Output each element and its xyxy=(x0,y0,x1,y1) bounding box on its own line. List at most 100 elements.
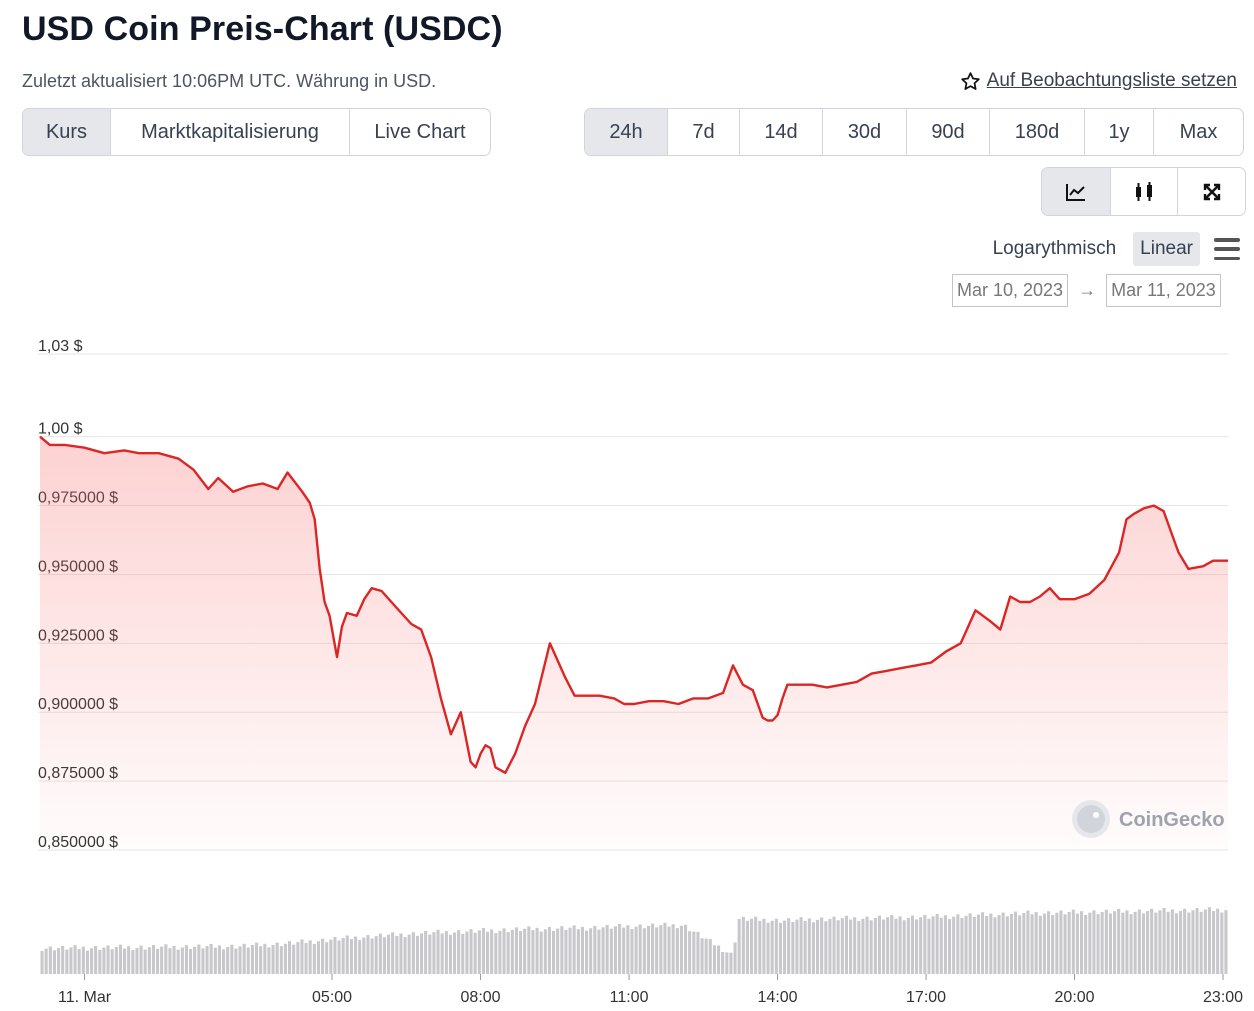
volume-bar xyxy=(1121,912,1125,974)
volume-bar xyxy=(510,929,514,974)
date-from-input[interactable]: Mar 10, 2023 xyxy=(952,274,1069,307)
volume-bar xyxy=(1187,912,1191,974)
line-chart-button[interactable] xyxy=(1042,168,1111,215)
volume-bar xyxy=(432,932,436,974)
tab-live-chart[interactable]: Live Chart xyxy=(374,120,466,143)
volume-bar xyxy=(255,942,259,974)
range-180d[interactable]: 180d xyxy=(990,109,1085,155)
volume-bar xyxy=(849,919,853,974)
date-to-input[interactable]: Mar 11, 2023 xyxy=(1106,274,1221,307)
volume-bar xyxy=(300,939,304,974)
volume-bar xyxy=(172,945,176,974)
volume-bar xyxy=(391,932,395,974)
volume-bar xyxy=(737,918,741,974)
volume-bar xyxy=(184,945,188,974)
volume-bar xyxy=(766,922,770,974)
price-chart[interactable]: 1,03 $1,00 $0,975000 $0,950000 $0,925000… xyxy=(0,320,1254,1011)
volume-bar xyxy=(275,942,279,974)
volume-bar xyxy=(85,950,89,974)
volume-bar xyxy=(700,938,704,974)
volume-bar xyxy=(444,931,448,974)
volume-bar xyxy=(1038,915,1042,974)
volume-bar xyxy=(927,918,931,974)
volume-bar xyxy=(135,947,139,974)
volume-bar xyxy=(263,943,267,974)
range-14d[interactable]: 14d xyxy=(740,109,823,155)
expand-button[interactable] xyxy=(1178,168,1245,215)
volume-bar xyxy=(329,939,333,974)
range-30d[interactable]: 30d xyxy=(823,109,907,155)
volume-bar xyxy=(1158,910,1162,974)
volume-bar xyxy=(1216,908,1220,974)
hamburger-menu-icon[interactable] xyxy=(1214,238,1240,260)
volume-bar xyxy=(131,950,135,974)
range-7d[interactable]: 7d xyxy=(668,109,740,155)
x-tick-label: 23:00 xyxy=(1203,989,1243,1006)
volume-bar xyxy=(246,947,250,974)
volume-bar xyxy=(535,927,539,974)
volume-bar xyxy=(824,921,828,974)
volume-bar xyxy=(750,918,754,974)
volume-bar xyxy=(609,928,613,974)
volume-bar xyxy=(81,946,85,974)
range-24h[interactable]: 24h xyxy=(585,109,668,155)
volume-bar xyxy=(638,924,642,974)
range-max[interactable]: Max xyxy=(1179,120,1218,143)
volume-bar xyxy=(931,916,935,974)
volume-bar xyxy=(448,934,452,974)
volume-bar xyxy=(853,917,857,974)
volume-bar xyxy=(1179,911,1183,974)
add-to-watchlist-link[interactable]: Auf Beobachtungsliste setzen xyxy=(960,70,1237,92)
tab-market-cap[interactable]: Marktkapitalisierung xyxy=(111,109,350,155)
volume-bar xyxy=(836,920,840,974)
volume-bar xyxy=(283,943,287,974)
volume-bar xyxy=(684,924,688,974)
volume-bar xyxy=(292,944,296,974)
y-tick-label: 1,03 $ xyxy=(38,338,83,355)
volume-bar xyxy=(692,931,696,974)
volume-bar xyxy=(1088,912,1092,974)
volume-bar xyxy=(556,928,560,974)
scale-linear[interactable]: Linear xyxy=(1133,232,1200,266)
volume-bar xyxy=(193,946,197,974)
volume-bar xyxy=(1080,911,1084,974)
volume-bar xyxy=(560,926,564,974)
volume-bar xyxy=(919,917,923,974)
volume-bar xyxy=(952,916,956,974)
volume-bar xyxy=(873,918,877,974)
volume-bar xyxy=(378,933,382,974)
volume-bar xyxy=(176,949,180,974)
volume-bar xyxy=(374,936,378,974)
volume-bar xyxy=(1137,909,1141,974)
volume-bar xyxy=(1183,908,1187,974)
volume-bar xyxy=(226,947,230,974)
volume-bar xyxy=(1009,914,1013,974)
volume-bar xyxy=(189,949,193,974)
volume-bar xyxy=(741,916,745,974)
volume-bar xyxy=(308,940,312,974)
candlestick-button[interactable] xyxy=(1111,168,1178,215)
volume-bar xyxy=(964,915,968,974)
volume-bar xyxy=(1092,910,1096,974)
x-axis-ticks: 11. Mar 05:00 08:00 11:00 14:00 17:00 20:00 23:… xyxy=(58,974,1243,1006)
volume-bar xyxy=(618,923,622,974)
range-90d[interactable]: 90d xyxy=(907,109,990,155)
volume-bar xyxy=(754,916,758,974)
volume-bar xyxy=(688,931,692,974)
volume-bar xyxy=(704,938,708,974)
volume-bar xyxy=(663,922,667,974)
volume-bar xyxy=(1162,908,1166,974)
volume-bar xyxy=(651,923,655,974)
range-1y[interactable]: 1y xyxy=(1085,109,1154,155)
star-icon xyxy=(960,71,980,90)
volume-bar xyxy=(473,932,477,974)
x-tick-label: 20:00 xyxy=(1055,989,1095,1006)
volume-bar xyxy=(209,943,213,974)
tab-kurs[interactable]: Kurs xyxy=(23,109,111,155)
scale-logarithmic[interactable]: Logarythmisch xyxy=(992,238,1117,259)
volume-bar xyxy=(490,929,494,974)
volume-bar xyxy=(267,947,271,974)
volume-bar xyxy=(48,946,52,974)
volume-bar xyxy=(717,945,721,974)
volume-bar xyxy=(1051,915,1055,974)
